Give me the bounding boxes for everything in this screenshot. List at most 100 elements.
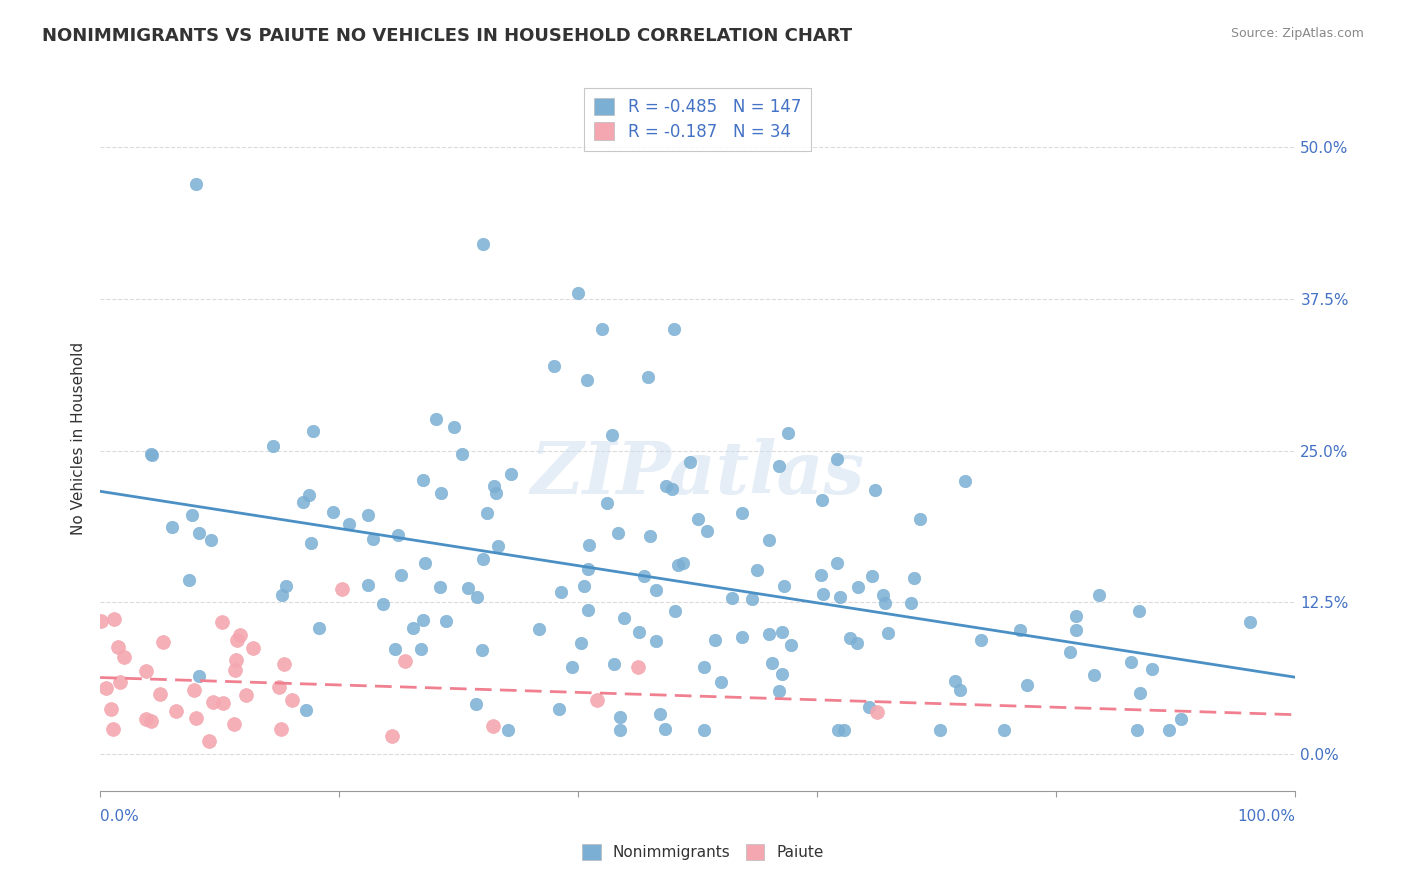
Point	[384, 641, 406, 656]
Point	[141, 448, 163, 462]
Point	[770, 667, 793, 681]
Point	[291, 495, 314, 509]
Point	[471, 552, 494, 566]
Point	[486, 539, 509, 553]
Point	[149, 687, 172, 701]
Point	[860, 568, 883, 582]
Point	[633, 569, 655, 583]
Point	[731, 630, 754, 644]
Point	[276, 579, 298, 593]
Text: NONIMMIGRANTS VS PAIUTE NO VEHICLES IN HOUSEHOLD CORRELATION CHART: NONIMMIGRANTS VS PAIUTE NO VEHICLES IN H…	[42, 27, 852, 45]
Point	[908, 512, 931, 526]
Point	[90, 615, 112, 629]
Point	[572, 579, 595, 593]
Point	[271, 589, 294, 603]
Point	[94, 681, 117, 696]
Text: 0.0%: 0.0%	[100, 809, 139, 824]
Point	[780, 638, 803, 652]
Point	[389, 568, 412, 582]
Point	[672, 556, 695, 570]
Point	[858, 700, 880, 714]
Text: Source: ZipAtlas.com: Source: ZipAtlas.com	[1230, 27, 1364, 40]
Point	[301, 424, 323, 438]
Point	[761, 656, 783, 670]
Point	[846, 580, 869, 594]
Point	[527, 623, 550, 637]
Point	[1064, 609, 1087, 624]
Point	[381, 729, 404, 743]
Point	[1066, 623, 1088, 637]
Point	[578, 562, 600, 576]
Point	[357, 578, 380, 592]
Point	[139, 447, 162, 461]
Point	[412, 473, 434, 487]
Point	[1170, 713, 1192, 727]
Point	[298, 488, 321, 502]
Point	[585, 693, 607, 707]
Point	[845, 636, 868, 650]
Point	[357, 508, 380, 522]
Point	[731, 506, 754, 520]
Point	[609, 710, 631, 724]
Point	[696, 524, 718, 538]
Point	[224, 663, 246, 677]
Y-axis label: No Vehicles in Household: No Vehicles in Household	[72, 342, 86, 535]
Point	[235, 688, 257, 702]
Point	[177, 573, 200, 587]
Point	[778, 426, 800, 441]
Text: 100.0%: 100.0%	[1237, 809, 1295, 824]
Point	[877, 626, 900, 640]
Point	[294, 703, 316, 717]
Point	[1083, 668, 1105, 682]
Point	[482, 479, 505, 493]
Point	[644, 634, 666, 648]
Point	[485, 486, 508, 500]
Point	[183, 683, 205, 698]
Point	[451, 447, 474, 461]
Point	[578, 538, 600, 552]
Point	[603, 657, 626, 671]
Point	[413, 556, 436, 570]
Point	[165, 704, 187, 718]
Point	[550, 584, 572, 599]
Point	[949, 682, 972, 697]
Point	[600, 428, 623, 442]
Point	[770, 624, 793, 639]
Point	[929, 723, 952, 737]
Point	[576, 603, 599, 617]
Point	[900, 596, 922, 610]
Point	[322, 505, 344, 519]
Point	[758, 533, 780, 548]
Point	[747, 563, 769, 577]
Point	[198, 734, 221, 748]
Point	[768, 458, 790, 473]
Point	[457, 581, 479, 595]
Point	[434, 614, 457, 628]
Point	[242, 640, 264, 655]
Point	[471, 237, 494, 252]
Point	[575, 373, 598, 387]
Legend: Nonimmigrants, Paiute: Nonimmigrants, Paiute	[576, 838, 830, 866]
Point	[1239, 615, 1261, 630]
Point	[1017, 678, 1039, 692]
Point	[402, 621, 425, 635]
Point	[825, 556, 848, 570]
Point	[180, 508, 202, 523]
Point	[184, 711, 207, 725]
Point	[825, 451, 848, 466]
Point	[361, 532, 384, 546]
Point	[152, 635, 174, 649]
Point	[866, 705, 889, 719]
Point	[693, 660, 716, 674]
Point	[863, 483, 886, 497]
Point	[200, 533, 222, 548]
Point	[262, 439, 284, 453]
Point	[229, 628, 252, 642]
Point	[1159, 723, 1181, 737]
Point	[465, 590, 488, 604]
Point	[273, 657, 295, 671]
Point	[595, 496, 617, 510]
Point	[773, 579, 796, 593]
Point	[429, 580, 451, 594]
Point	[768, 684, 790, 698]
